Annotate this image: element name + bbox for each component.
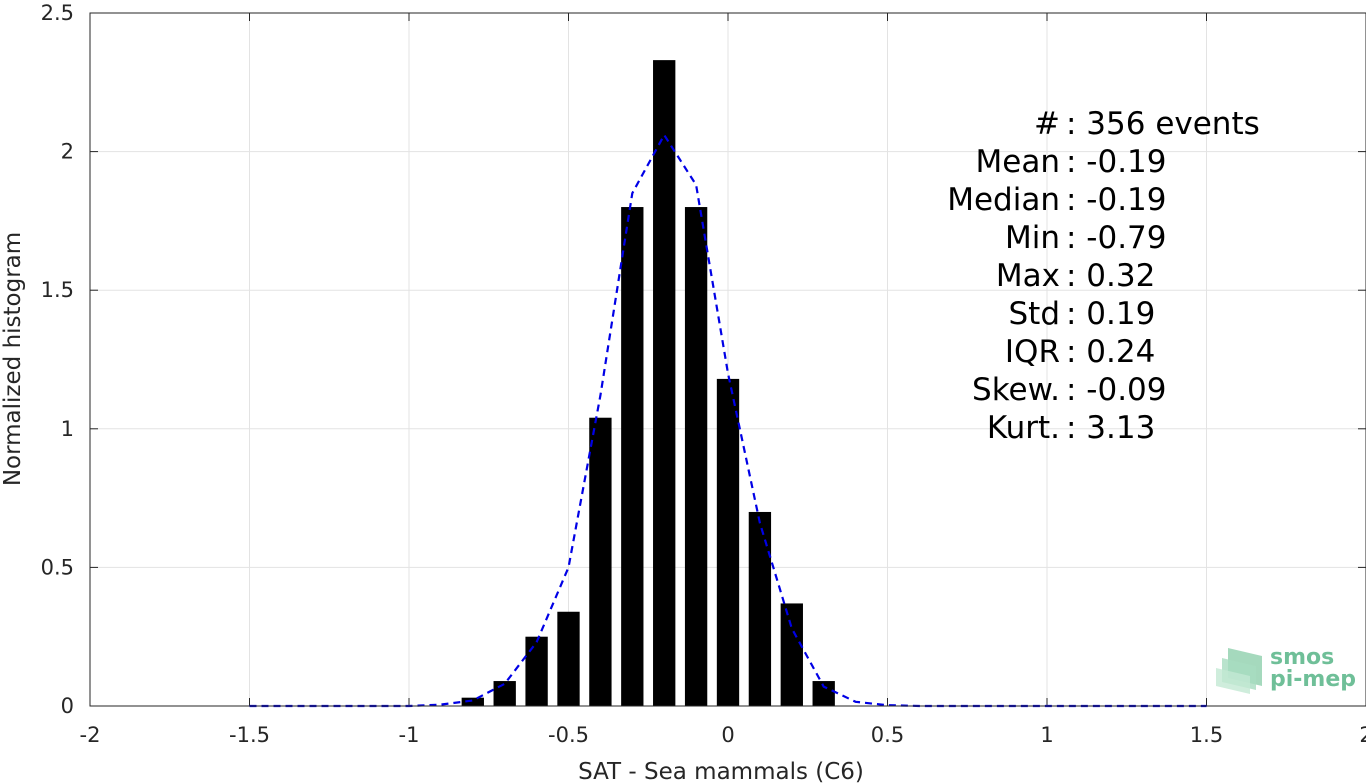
histogram-bar bbox=[589, 417, 612, 706]
x-tick-label: 1.5 bbox=[1190, 723, 1223, 747]
histogram-bars bbox=[461, 60, 835, 707]
stat-label: Max bbox=[996, 258, 1060, 294]
stat-value: : -0.79 bbox=[1066, 220, 1167, 256]
x-tick-label: -1.5 bbox=[229, 723, 270, 747]
stat-line: # : 356 events bbox=[1034, 106, 1260, 142]
stat-label: Kurt. bbox=[987, 410, 1060, 446]
y-tick-label: 0.5 bbox=[41, 555, 74, 579]
stat-label: # bbox=[1034, 106, 1060, 142]
x-tick-label: -0.5 bbox=[548, 723, 589, 747]
stat-label: Median bbox=[947, 182, 1060, 218]
histogram-bar bbox=[684, 207, 708, 707]
stat-value: : -0.19 bbox=[1066, 144, 1167, 180]
histogram-bar bbox=[812, 681, 835, 706]
x-tick-label: -2 bbox=[80, 723, 101, 747]
histogram-bar bbox=[780, 603, 803, 706]
stat-line: Kurt.: 3.13 bbox=[987, 410, 1156, 446]
histogram-bar bbox=[621, 207, 644, 707]
histogram-bar bbox=[716, 378, 740, 706]
logo-text-smos: smos bbox=[1270, 645, 1334, 670]
y-axis-label: Normalized histogram bbox=[0, 232, 26, 486]
stat-line: Max: 0.32 bbox=[996, 258, 1155, 294]
stat-line: IQR: 0.24 bbox=[1005, 334, 1155, 370]
stat-line: Std: 0.19 bbox=[1008, 296, 1155, 332]
stat-value: : 3.13 bbox=[1066, 410, 1155, 446]
stat-label: Skew. bbox=[972, 372, 1060, 408]
x-tick-label: 2 bbox=[1359, 723, 1366, 747]
y-tick-label: 1 bbox=[61, 417, 74, 441]
plot-frame bbox=[89, 12, 1366, 707]
y-tick-labels: 0 0.5 1 1.5 2 2.5 bbox=[41, 1, 74, 718]
stat-label: Min bbox=[1005, 220, 1060, 256]
y-tick-label: 0 bbox=[61, 694, 74, 718]
stat-value: : -0.19 bbox=[1066, 182, 1167, 218]
stat-label: IQR bbox=[1005, 334, 1060, 370]
stat-line: Skew.: -0.09 bbox=[972, 372, 1166, 408]
histogram-bar bbox=[493, 681, 516, 706]
stat-line: Mean: -0.19 bbox=[976, 144, 1167, 180]
histogram-bar bbox=[653, 60, 676, 706]
stat-line: Min: -0.79 bbox=[1005, 220, 1167, 256]
stat-line: Median: -0.19 bbox=[947, 182, 1166, 218]
smos-pi-mep-logo: smos pi-mep bbox=[1216, 645, 1356, 694]
histogram-bar bbox=[748, 511, 772, 706]
y-tick-label: 1.5 bbox=[41, 278, 74, 302]
x-tick-label: 0 bbox=[721, 723, 734, 747]
x-tick-label: -1 bbox=[399, 723, 420, 747]
x-tick-label: 0.5 bbox=[871, 723, 904, 747]
histogram-bar bbox=[525, 636, 548, 706]
y-tick-label: 2.5 bbox=[41, 1, 74, 25]
stat-value: : 356 events bbox=[1066, 106, 1260, 142]
y-tick-label: 2 bbox=[61, 140, 74, 164]
stat-label: Mean bbox=[976, 144, 1060, 180]
stat-value: : 0.24 bbox=[1066, 334, 1155, 370]
stat-label: Std bbox=[1008, 296, 1060, 332]
stat-value: : 0.32 bbox=[1066, 258, 1155, 294]
x-axis-label: SAT - Sea mammals (C6) bbox=[578, 759, 864, 784]
x-tick-labels: -2 -1.5 -1 -0.5 0 0.5 1 1.5 2 bbox=[80, 723, 1366, 747]
histogram-bar bbox=[557, 611, 580, 706]
stat-value: : -0.09 bbox=[1066, 372, 1167, 408]
x-tick-label: 1 bbox=[1040, 723, 1053, 747]
logo-text-pimep: pi-mep bbox=[1270, 667, 1356, 692]
histogram-bar bbox=[461, 697, 484, 706]
stat-value: : 0.19 bbox=[1066, 296, 1155, 332]
